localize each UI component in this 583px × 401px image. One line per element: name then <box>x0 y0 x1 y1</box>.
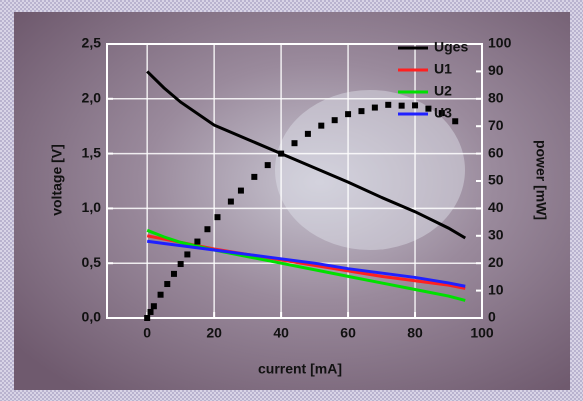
y-tick-label: 1,5 <box>82 144 102 160</box>
x-tick-label: 100 <box>470 325 494 341</box>
y-tick-label: 0,0 <box>82 309 102 325</box>
power-point <box>150 303 157 310</box>
power-point <box>291 140 298 147</box>
x-tick-label: 80 <box>407 325 423 341</box>
power-point <box>251 173 258 180</box>
power-point <box>147 308 154 315</box>
power-point <box>204 226 211 233</box>
power-point <box>358 108 365 115</box>
y2-tick-label: 100 <box>488 35 512 51</box>
y-tick-label: 0,5 <box>82 254 102 270</box>
series-line <box>146 239 466 288</box>
photo-highlight <box>275 90 465 250</box>
y-tick-label: 2,0 <box>82 90 102 106</box>
plot-frame <box>106 43 483 319</box>
power-point <box>452 118 459 125</box>
y2-tick-label: 60 <box>488 144 504 160</box>
x-axis-label: current [mA] <box>258 361 342 377</box>
x-tick-label: 60 <box>340 325 356 341</box>
y-tick-label: 2,5 <box>82 35 102 51</box>
power-point <box>227 198 234 205</box>
power-point <box>264 162 271 169</box>
y2-tick-label: 0 <box>488 309 496 325</box>
power-point <box>438 110 445 117</box>
x-tick-label: 40 <box>273 325 289 341</box>
power-point <box>177 261 184 268</box>
power-point <box>331 117 338 124</box>
series-line <box>146 228 466 302</box>
legend-label: Uges <box>434 39 468 55</box>
y2-tick-label: 30 <box>488 227 504 243</box>
power-point <box>318 122 325 129</box>
y-axis-label: voltage [V] <box>49 144 65 216</box>
power-point <box>214 214 221 221</box>
legend-label: U2 <box>434 83 452 99</box>
y2-tick-label: 10 <box>488 281 504 297</box>
y2-tick-label: 90 <box>488 62 504 78</box>
power-point <box>237 187 244 194</box>
y2-tick-label: 40 <box>488 199 504 215</box>
y-tick-label: 1,0 <box>82 199 102 215</box>
power-point <box>164 281 171 288</box>
power-point <box>345 111 352 118</box>
legend-label: U1 <box>434 61 452 77</box>
y2-tick-label: 50 <box>488 172 504 188</box>
y2-axis-label: power [mW] <box>533 140 549 220</box>
power-point <box>184 251 191 258</box>
power-point <box>170 270 177 277</box>
power-point <box>425 105 432 112</box>
power-point <box>385 101 392 108</box>
power-point <box>398 102 405 109</box>
power-point <box>157 291 164 298</box>
legend-label: U3 <box>434 105 452 121</box>
x-tick-label: 20 <box>206 325 222 341</box>
power-point <box>144 315 151 321</box>
y2-tick-label: 20 <box>488 254 504 270</box>
power-point <box>371 104 378 111</box>
x-tick-label: 0 <box>143 325 151 341</box>
power-point <box>412 102 419 109</box>
power-point <box>278 150 285 157</box>
power-point <box>304 130 311 137</box>
power-point <box>194 238 201 245</box>
y2-tick-label: 80 <box>488 90 504 106</box>
y2-tick-label: 70 <box>488 117 504 133</box>
series-line <box>146 70 467 240</box>
